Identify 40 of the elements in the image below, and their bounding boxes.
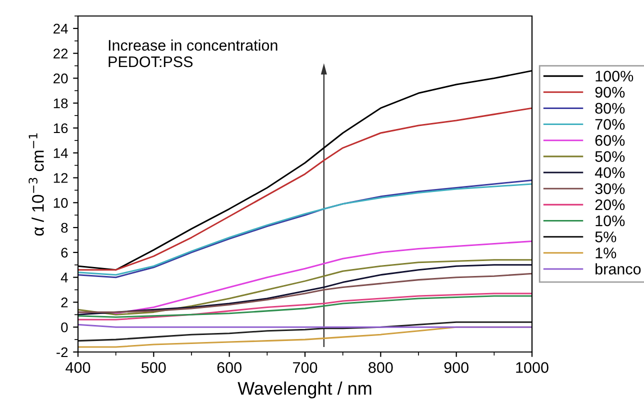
y-tick-label: -2 bbox=[56, 347, 68, 358]
x-axis-title: Wavelenght / nm bbox=[238, 382, 372, 398]
y-tick-label: 24 bbox=[54, 24, 68, 34]
y-tick-label: 16 bbox=[54, 123, 68, 134]
y-tick-label: 22 bbox=[54, 48, 68, 58]
x-tick-label: 900 bbox=[444, 362, 468, 373]
y-tick-label: 2 bbox=[61, 298, 68, 308]
x-tick-label: 800 bbox=[368, 362, 393, 373]
legend-label: 30% bbox=[595, 183, 625, 194]
legend-label: branco bbox=[596, 263, 641, 274]
x-tick-label: 600 bbox=[217, 362, 242, 373]
y-tick-label: 12 bbox=[54, 173, 68, 183]
x-tick-label: 500 bbox=[142, 362, 166, 373]
legend-label: 80% bbox=[595, 102, 625, 114]
x-tick-label: 700 bbox=[293, 362, 318, 373]
legend-label: 40% bbox=[594, 167, 625, 178]
legend-label: 10% bbox=[596, 215, 625, 226]
x-tick-label: 1000 bbox=[516, 362, 548, 373]
legend-label: 60% bbox=[595, 135, 625, 146]
x-tick-label: 400 bbox=[66, 362, 90, 373]
y-tick-label: 20 bbox=[54, 74, 68, 84]
line-series bbox=[78, 107, 532, 271]
y-tick-label: 8 bbox=[61, 222, 68, 233]
legend-label: 100% bbox=[596, 70, 634, 82]
y-tick-label: 4 bbox=[60, 272, 68, 282]
legend-label: 20% bbox=[595, 199, 625, 210]
legend-label: 70% bbox=[595, 118, 625, 130]
y-axis-title: α / 10$^{−3}$ cm$^{−1}$ bbox=[28, 133, 44, 236]
legend-label: 90% bbox=[595, 86, 625, 98]
line-series bbox=[78, 272, 532, 313]
legend-label: 50% bbox=[595, 151, 625, 162]
legend-label: 5% bbox=[595, 232, 616, 242]
y-tick-label: 18 bbox=[54, 98, 68, 108]
line-series bbox=[78, 321, 532, 342]
y-tick-label: 0 bbox=[61, 322, 68, 332]
y-tick-label: 14 bbox=[54, 148, 68, 158]
annotation: Increase in concentration PEDOT:PSS bbox=[108, 40, 278, 68]
y-tick-label: 6 bbox=[61, 248, 68, 258]
y-tick-label: 10 bbox=[54, 198, 68, 208]
legend-label: 1% bbox=[596, 248, 616, 258]
